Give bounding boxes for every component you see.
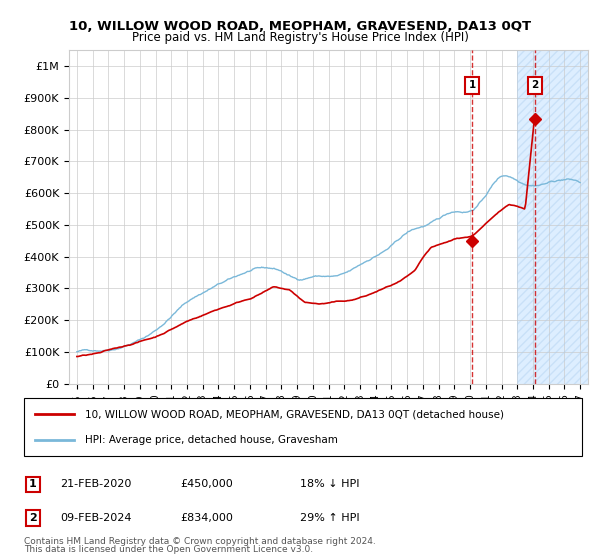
FancyBboxPatch shape	[24, 398, 582, 456]
Text: 1: 1	[469, 80, 476, 90]
Text: £450,000: £450,000	[180, 479, 233, 489]
Text: 10, WILLOW WOOD ROAD, MEOPHAM, GRAVESEND, DA13 0QT: 10, WILLOW WOOD ROAD, MEOPHAM, GRAVESEND…	[69, 20, 531, 32]
Text: 21-FEB-2020: 21-FEB-2020	[60, 479, 131, 489]
Text: 09-FEB-2024: 09-FEB-2024	[60, 513, 131, 523]
Bar	[517, 50, 588, 384]
Text: 18% ↓ HPI: 18% ↓ HPI	[300, 479, 359, 489]
Text: 1: 1	[29, 479, 37, 489]
Text: 2: 2	[531, 80, 538, 90]
Text: 10, WILLOW WOOD ROAD, MEOPHAM, GRAVESEND, DA13 0QT (detached house): 10, WILLOW WOOD ROAD, MEOPHAM, GRAVESEND…	[85, 409, 505, 419]
Text: 2: 2	[29, 513, 37, 523]
Text: Contains HM Land Registry data © Crown copyright and database right 2024.: Contains HM Land Registry data © Crown c…	[24, 537, 376, 546]
Text: £834,000: £834,000	[180, 513, 233, 523]
Text: HPI: Average price, detached house, Gravesham: HPI: Average price, detached house, Grav…	[85, 435, 338, 445]
Bar	[517, 50, 588, 384]
Text: 29% ↑ HPI: 29% ↑ HPI	[300, 513, 359, 523]
Text: This data is licensed under the Open Government Licence v3.0.: This data is licensed under the Open Gov…	[24, 545, 313, 554]
Text: Price paid vs. HM Land Registry's House Price Index (HPI): Price paid vs. HM Land Registry's House …	[131, 31, 469, 44]
